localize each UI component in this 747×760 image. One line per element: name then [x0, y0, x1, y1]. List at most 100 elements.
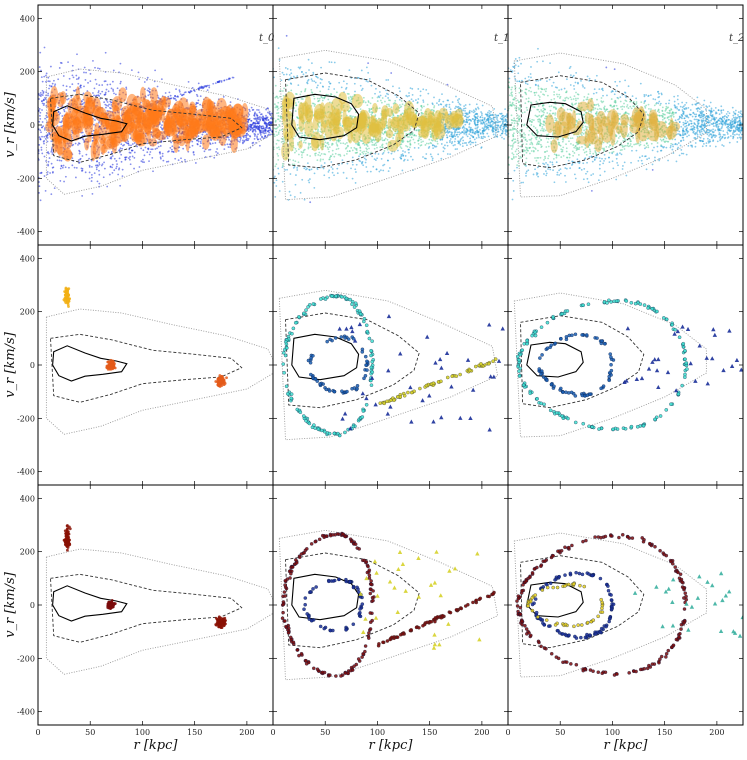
halo-point	[347, 96, 350, 99]
satellite-point	[133, 134, 142, 143]
halo-point	[268, 112, 271, 115]
halo-point	[489, 124, 492, 126]
halo-point	[295, 104, 298, 107]
satellite-point	[57, 138, 63, 157]
halo-point	[499, 120, 502, 123]
halo-point	[518, 120, 520, 123]
halo-point	[366, 145, 369, 148]
halo-point	[267, 111, 269, 114]
halo-point	[469, 140, 472, 142]
satellite-point	[310, 131, 322, 149]
warm-cloud	[281, 91, 464, 161]
halo-point	[278, 129, 281, 132]
halo-point	[106, 110, 109, 112]
halo-point	[499, 134, 502, 137]
halo-point	[127, 157, 130, 160]
halo-point	[308, 69, 310, 71]
halo-point	[476, 117, 479, 120]
halo-point	[497, 124, 499, 126]
halo-point	[171, 145, 174, 148]
halo-point	[45, 72, 48, 75]
halo-point	[259, 138, 262, 140]
halo-point	[191, 87, 194, 89]
halo-point	[363, 157, 366, 160]
halo-point	[464, 107, 467, 110]
halo-point	[355, 142, 357, 145]
halo-point	[90, 173, 93, 176]
halo-point	[452, 144, 455, 147]
halo-point	[371, 144, 374, 146]
halo-point	[119, 80, 122, 83]
halo-point	[249, 135, 252, 138]
halo-point	[59, 180, 62, 182]
halo-point	[306, 167, 308, 170]
halo-point	[89, 80, 92, 82]
halo-point	[41, 152, 44, 155]
halo-point	[461, 131, 464, 133]
halo-point	[309, 142, 312, 145]
halo-point	[295, 93, 298, 96]
halo-point	[280, 79, 283, 82]
halo-point	[477, 131, 480, 133]
halo-point	[374, 152, 377, 155]
halo-point	[387, 93, 390, 96]
halo-point	[277, 126, 279, 128]
halo-point	[130, 69, 133, 72]
halo-point	[481, 119, 484, 122]
halo-point	[473, 138, 476, 141]
halo-point	[87, 81, 89, 84]
halo-point	[261, 117, 264, 120]
satellite-point	[202, 134, 210, 150]
stream-point	[208, 84, 211, 87]
halo-point	[109, 100, 112, 103]
halo-point	[89, 72, 92, 75]
satellite-point	[282, 94, 290, 115]
halo-point	[152, 170, 154, 173]
halo-point	[309, 155, 312, 157]
halo-point	[470, 134, 472, 137]
halo-point	[381, 146, 384, 149]
halo-point	[382, 133, 385, 135]
halo-point	[168, 107, 170, 110]
halo-point	[293, 196, 296, 198]
halo-point	[301, 178, 304, 181]
halo-point	[423, 105, 425, 108]
halo-point	[316, 84, 319, 87]
satellite-point	[403, 109, 409, 130]
halo-point	[390, 106, 393, 109]
halo-point	[633, 105, 635, 108]
halo-point	[413, 141, 416, 144]
halo-point	[147, 94, 150, 97]
halo-point	[295, 150, 298, 152]
halo-point	[457, 101, 460, 104]
halo-point	[175, 99, 177, 102]
halo-point	[133, 167, 135, 170]
halo-point	[357, 143, 360, 146]
halo-point	[88, 171, 91, 174]
halo-point	[360, 69, 363, 72]
halo-point	[41, 121, 44, 123]
halo-point	[95, 94, 98, 97]
halo-point	[401, 169, 404, 172]
halo-point	[40, 93, 43, 96]
halo-point	[197, 138, 200, 141]
halo-point	[104, 93, 106, 96]
halo-point	[276, 134, 278, 137]
halo-point	[93, 123, 95, 126]
halo-point	[228, 143, 231, 146]
halo-point	[42, 140, 45, 143]
halo-point	[313, 97, 316, 100]
halo-point	[425, 88, 428, 91]
halo-point	[193, 153, 195, 156]
stream-point	[172, 96, 175, 99]
halo-point	[57, 78, 60, 81]
halo-point	[502, 116, 505, 119]
halo-point	[252, 121, 255, 124]
halo-point	[118, 157, 121, 160]
halo-point	[451, 101, 454, 103]
halo-point	[39, 138, 42, 141]
halo-point	[156, 147, 158, 150]
halo-point	[482, 132, 484, 135]
halo-point	[376, 157, 379, 160]
halo-point	[382, 169, 385, 172]
